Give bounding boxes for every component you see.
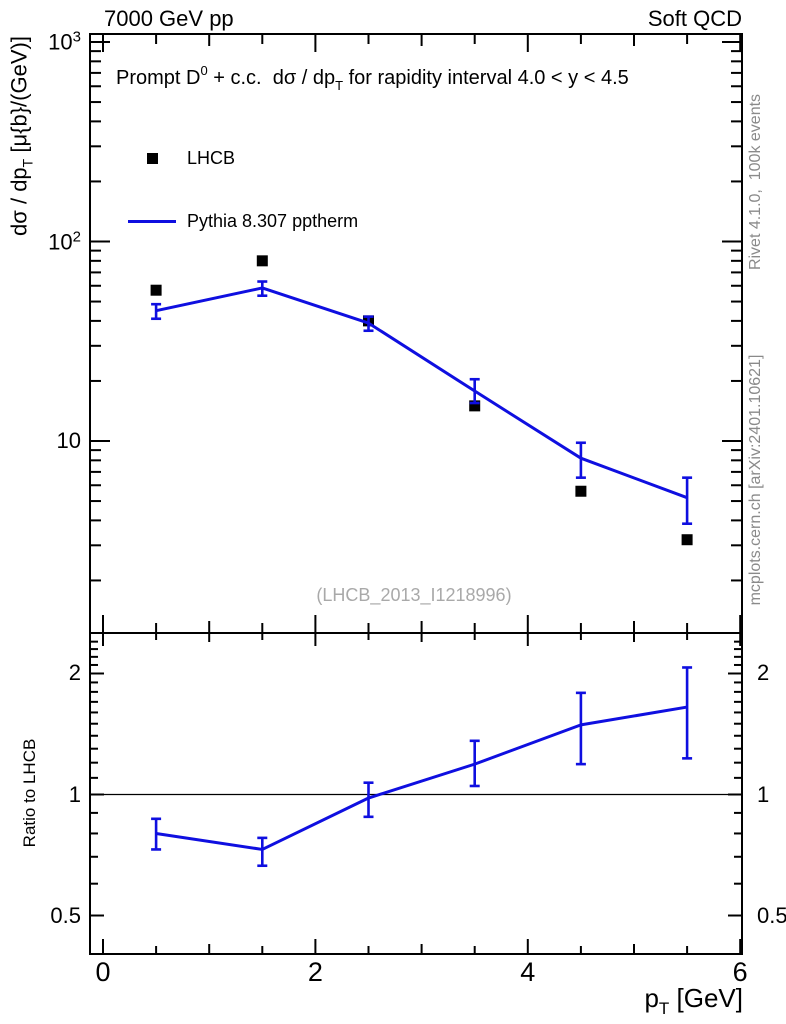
x-axis-label-text: p [644,983,659,1013]
legend-label-pythia: Pythia 8.307 pptherm [187,211,359,231]
lhcb-data-point [256,255,268,267]
x-axis-label-subscript: T [658,999,670,1018]
plot-title-prefix: Prompt D [116,67,201,89]
legend-label-lhcb: LHCB [187,148,236,168]
y-tick-label-ratio-right: 0.5 [757,902,786,928]
mc-line-marker-icon [128,220,176,223]
plot-title-mid: + c.c. dσ / dp [207,67,336,89]
mcplots-arxiv-note: mcplots.cern.ch [arXiv:2401.10621] [747,354,764,606]
rivet-version-note: Rivet 4.1.0, 100k events [747,93,764,271]
legend: LHCB Pythia 8.307 pptherm [128,109,358,271]
y-tick-label-ratio-right: 2 [757,660,770,686]
lhcb-data-point [681,534,693,546]
y-tick-label-ratio-right: 1 [757,781,770,807]
lhcb-data-point [150,284,162,296]
x-tick-label: 2 [307,957,323,987]
analysis-watermark: (LHCB_2013_I1218996) [316,585,512,605]
y-tick-label-main: 103 [48,28,81,55]
y-tick-label-main: 102 [48,228,81,254]
x-axis-label-units: [GeV] [669,983,743,1013]
mc-line [155,286,688,500]
y-tick-label-ratio-left: 1 [68,781,81,807]
ratio-line [155,705,688,851]
plot-title-subscript: T [335,78,344,93]
y-axis-label-subscript: T [19,158,36,168]
ratio-panel-frame [89,632,743,955]
lhcb-data-point [575,485,587,497]
x-tick-label: 6 [732,957,748,987]
y-tick-label-main: 10 [56,428,81,453]
y-axis-label-text: dσ / dp [6,167,32,236]
x-tick-label: 0 [95,957,111,987]
data-square-marker-icon [146,153,158,164]
plot-title-superscript: 0 [200,63,208,78]
legend-item-pythia: Pythia 8.307 pptherm [128,208,358,235]
y-tick-label-ratio-left: 2 [68,660,81,686]
legend-marker-slot [128,153,176,164]
y-axis-label-main: dσ / dpT [μ{b}/(GeV)] [7,36,36,236]
beam-energy-label: 7000 GeV pp [104,6,234,31]
x-axis-label: pT [GeV] [644,983,743,1019]
process-group-label: Soft QCD [647,6,742,31]
plot-title: Prompt D0 + c.c. dσ / dpT for rapidity i… [116,63,629,93]
plot-title-suffix: for rapidity interval 4.0 < y < 4.5 [343,67,629,89]
lhcb-data-point [469,400,481,412]
x-tick-label: 4 [520,957,536,987]
legend-marker-slot [128,220,176,223]
y-tick-label-ratio-left: 0.5 [50,902,81,928]
legend-item-lhcb: LHCB [128,145,358,172]
